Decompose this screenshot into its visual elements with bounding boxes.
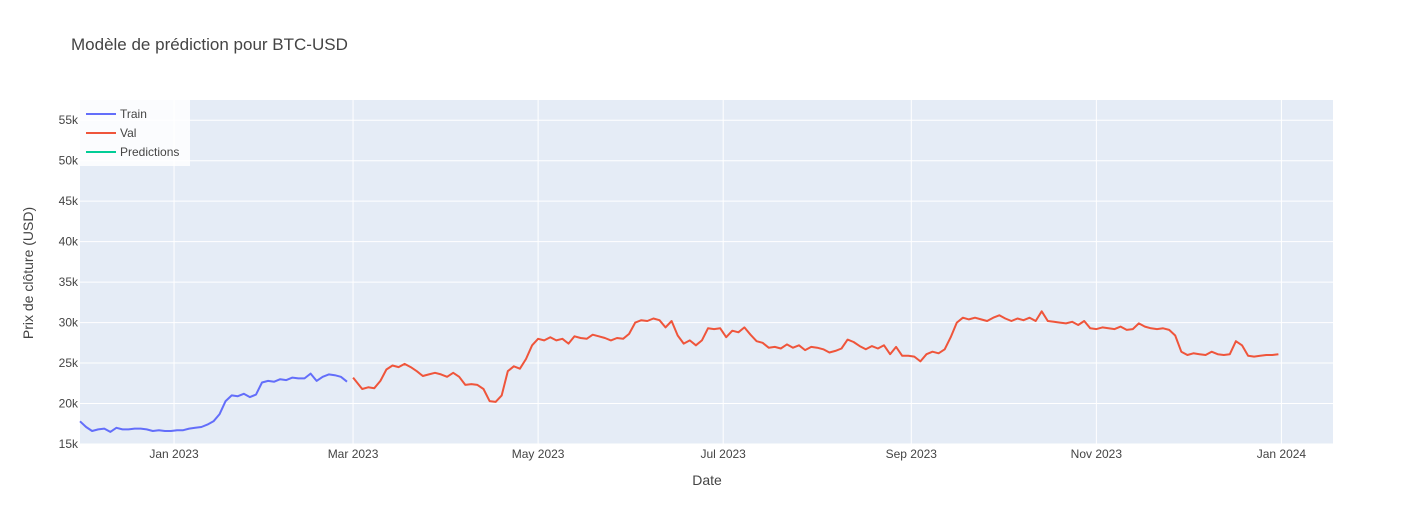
plot-area [80, 100, 1333, 444]
x-tick-label: May 2023 [512, 447, 565, 461]
legend-label: Val [120, 126, 136, 140]
y-tick-label: 45k [59, 194, 79, 208]
x-tick-label: Jan 2024 [1257, 447, 1307, 461]
legend-item-train[interactable]: Train [86, 107, 147, 121]
y-tick-label: 40k [59, 235, 79, 249]
x-axis: Jan 2023 Mar 2023 May 2023 Jul 2023 Sep 2023… [149, 447, 1306, 461]
y-axis: 15k 20k 25k 30k 35k 40k 45k 50k 55k [59, 113, 79, 451]
x-tick-label: Nov 2023 [1071, 447, 1123, 461]
y-tick-label: 30k [59, 316, 79, 330]
legend-label: Predictions [120, 145, 179, 159]
y-tick-label: 55k [59, 113, 79, 127]
series-line-val [352, 310, 1279, 403]
y-axis-title: Prix de clôture (USD) [20, 207, 36, 339]
legend[interactable]: Train Val Predictions [80, 100, 190, 166]
x-tick-label: Jul 2023 [700, 447, 746, 461]
legend-label: Train [120, 107, 147, 121]
grid [80, 100, 1333, 445]
x-tick-label: Jan 2023 [149, 447, 199, 461]
x-tick-label: Sep 2023 [886, 447, 938, 461]
y-tick-label: 15k [59, 437, 79, 451]
series-line-train [79, 372, 348, 433]
legend-item-predictions[interactable]: Predictions [86, 145, 179, 159]
x-axis-title: Date [692, 472, 722, 488]
legend-item-val[interactable]: Val [86, 126, 136, 140]
y-tick-label: 20k [59, 397, 79, 411]
y-tick-label: 35k [59, 275, 79, 289]
series-group [79, 310, 1279, 433]
y-tick-label: 25k [59, 356, 79, 370]
chart-title: Modèle de prédiction pour BTC-USD [71, 35, 348, 54]
y-tick-label: 50k [59, 154, 79, 168]
x-tick-label: Mar 2023 [328, 447, 379, 461]
